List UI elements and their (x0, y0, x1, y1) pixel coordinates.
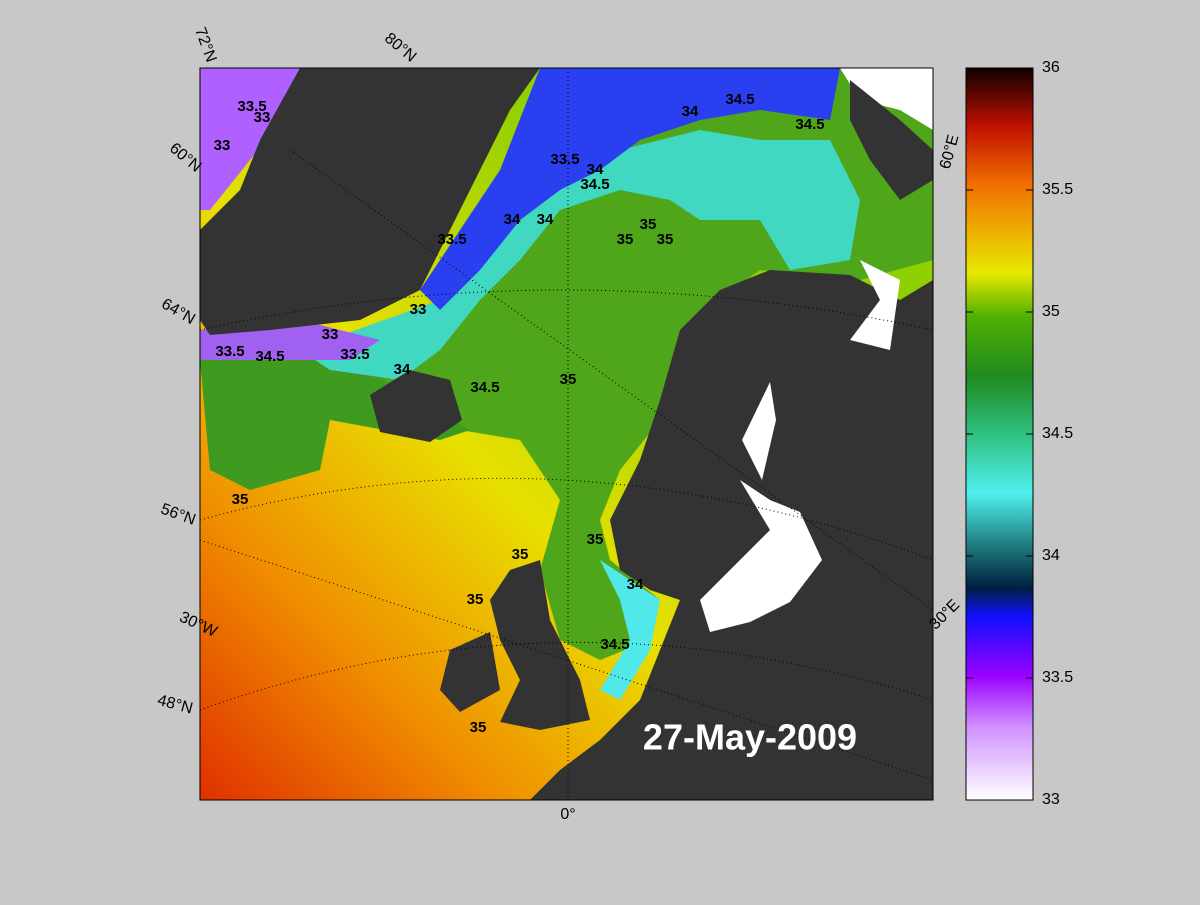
contour-label: 34.5 (255, 348, 284, 365)
baltic-sea (700, 480, 822, 632)
contour-label: 35 (467, 591, 484, 608)
date-label: 27-May-2009 (643, 717, 857, 758)
graticule-label: 80°N (381, 30, 419, 66)
map-frame (199, 67, 934, 801)
colorbar (965, 67, 1034, 801)
contour-label: 35 (617, 231, 634, 248)
colorbar-tick-label: 35 (1042, 303, 1060, 320)
coastal-water (600, 560, 660, 700)
white-sea (850, 260, 900, 350)
contour-label: 34 (627, 576, 644, 593)
contour-label: 35 (232, 491, 249, 508)
contour-label: 33.5 (215, 343, 244, 360)
colorbar-tick-label: 36 (1042, 59, 1060, 76)
europe (530, 270, 933, 800)
contour-label: 33 (322, 326, 339, 343)
graticule-label: 60°N (166, 140, 204, 176)
ireland (440, 632, 500, 712)
contour-label: 34 (504, 211, 521, 228)
colorbar-ticks: 33 33.5 34 34.5 35 35.5 36 (966, 59, 1073, 808)
graticule-label: 48°N (156, 692, 195, 718)
contour-label: 33 (214, 137, 231, 154)
irminger-water (200, 350, 470, 490)
graticule-label: 0° (560, 806, 575, 823)
colorbar-tick-label: 33 (1042, 791, 1060, 808)
contour-label: 35 (560, 371, 577, 388)
polar-water (420, 68, 840, 310)
colorbar-tick-label: 34 (1042, 547, 1060, 564)
graticule-label: 56°N (158, 501, 197, 529)
gulf-of-bothnia (742, 382, 776, 480)
contour-label: 34 (537, 211, 554, 228)
contour-label: 34.5 (600, 636, 629, 653)
polar-water-west (200, 68, 300, 210)
iceland (370, 370, 462, 442)
contour-label: 33.5 (550, 151, 579, 168)
contour-label: 35 (512, 546, 529, 563)
arctic-islands (850, 80, 933, 200)
greenland (200, 68, 540, 335)
graticule-label: 72°N (191, 25, 219, 64)
colorbar-tick-label: 33.5 (1042, 669, 1073, 686)
ice (840, 68, 933, 130)
fresh-band (300, 130, 860, 380)
contour-label: 33.5 (340, 346, 369, 363)
contour-label: 33.5 (237, 98, 266, 115)
graticule-label: 60°E (937, 133, 962, 171)
graticule (200, 68, 933, 800)
contour-label: 34 (587, 161, 604, 178)
graticule-label: 64°N (158, 295, 197, 328)
contour-label: 34 (682, 103, 699, 120)
contour-label: 33 (254, 109, 271, 126)
contour-label: 34 (394, 361, 411, 378)
contour-label: 35 (587, 531, 604, 548)
colorbar-tick-label: 35.5 (1042, 181, 1073, 198)
contour-label: 35 (657, 231, 674, 248)
contour-label: 34.5 (725, 91, 754, 108)
great-britain (490, 560, 590, 730)
contour-label: 34.5 (470, 379, 499, 396)
contour-label: 34.5 (580, 176, 609, 193)
contour-label: 35 (470, 719, 487, 736)
contour-label: 33 (410, 301, 427, 318)
contour-label: 35 (640, 216, 657, 233)
colorbar-tick-label: 34.5 (1042, 425, 1073, 442)
contour-label: 33.5 (437, 231, 466, 248)
contour-label: 34.5 (795, 116, 824, 133)
